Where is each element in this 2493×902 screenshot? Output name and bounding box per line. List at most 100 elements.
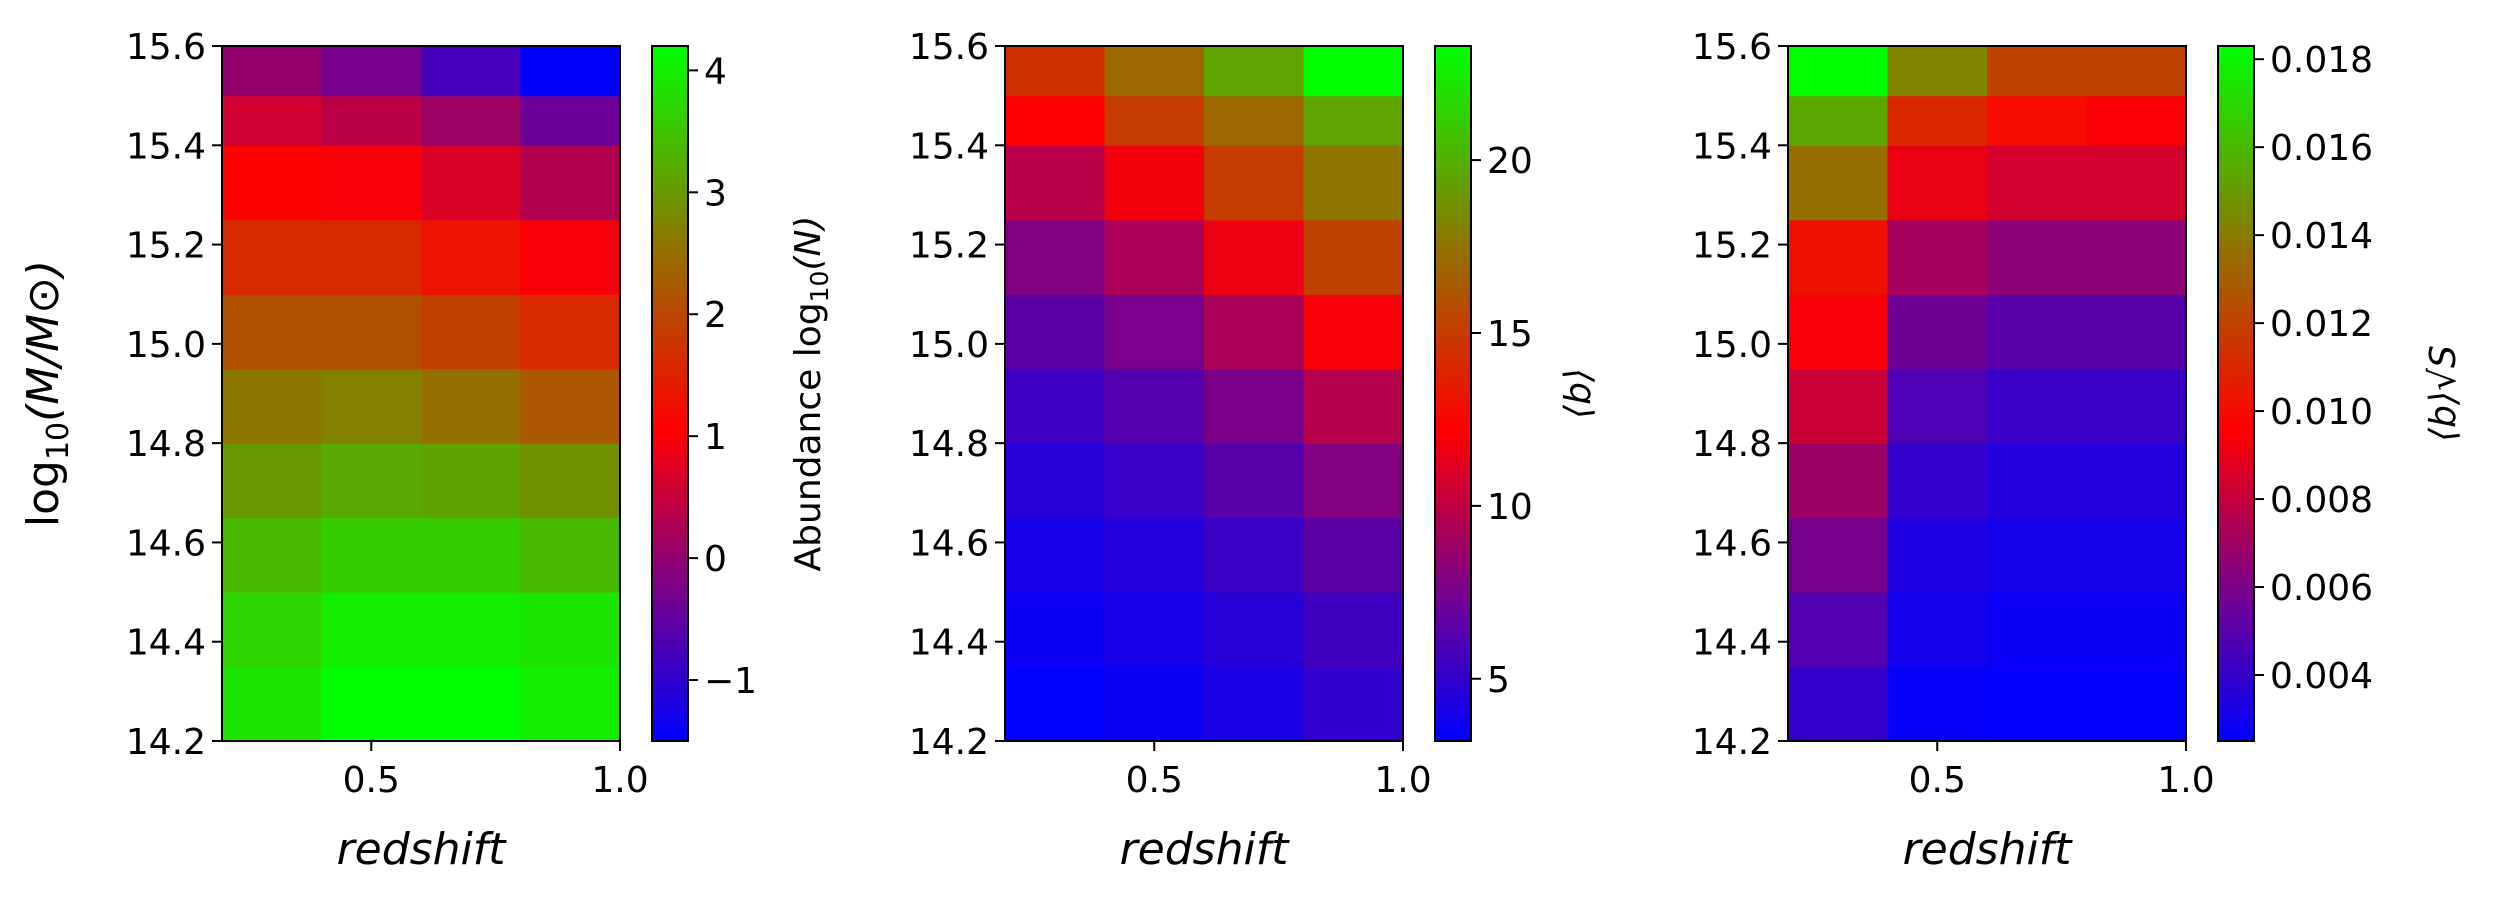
heatmap-cell <box>1104 517 1205 593</box>
heatmap-cell <box>1987 145 2088 221</box>
heatmap-cell <box>1788 219 1889 295</box>
heatmap-cell <box>321 368 422 444</box>
heatmap-cell <box>1788 294 1889 370</box>
heatmap-cell <box>2086 443 2187 519</box>
colorbar-tick-label: 2 <box>704 295 727 336</box>
heatmap-cell <box>1204 95 1305 146</box>
heatmap-cell <box>321 46 422 97</box>
heatmap-cell <box>2086 145 2187 221</box>
heatmap-cell <box>1987 95 2088 146</box>
colorbar-tick-label: 1 <box>704 417 727 458</box>
heatmap-cell <box>520 666 621 742</box>
y-tick-label: 14.8 <box>909 424 989 465</box>
heatmap-cell <box>1987 517 2088 593</box>
heatmap-cell <box>321 666 422 742</box>
heatmap-cell <box>222 46 323 97</box>
heatmap-cell <box>1005 517 1106 593</box>
heatmap-cell <box>1303 95 1404 146</box>
colorbar-tick-label: 20 <box>1487 141 1533 182</box>
heatmap-cell <box>1987 46 2088 97</box>
colorbar-tick-label: 3 <box>704 173 727 214</box>
colorbar-tick-label: 0.006 <box>2270 568 2373 609</box>
heatmap-cell <box>520 368 621 444</box>
y-tick-label: 15.2 <box>909 226 989 267</box>
heatmap-cell <box>1303 592 1404 668</box>
colorbar-label: ⟨b⟩√S <box>2423 345 2464 442</box>
y-tick-label: 15.4 <box>909 126 989 167</box>
x-tick-label: 1.0 <box>1374 760 1431 801</box>
heatmap-cell <box>321 517 422 593</box>
y-tick-label: 15.2 <box>1692 226 1772 267</box>
heatmap-cell <box>421 95 522 146</box>
heatmap-cell <box>1204 46 1305 97</box>
heatmap-cell <box>1887 46 1988 97</box>
heatmap-cell <box>1204 145 1305 221</box>
colorbar-tick-label: 0.008 <box>2270 480 2373 521</box>
x-tick-label: 0.5 <box>1126 760 1183 801</box>
heatmap-cell <box>2086 294 2187 370</box>
heatmap-cell <box>1987 219 2088 295</box>
heatmap-cell <box>1788 443 1889 519</box>
heatmap-cell <box>1303 219 1404 295</box>
heatmap-panel-3: 14.2 14.4 14.6 14.8 15.0 15.2 15.4 15.6 0.5 1.0 re… <box>1692 27 2464 875</box>
x-tick-label: 1.0 <box>591 760 648 801</box>
y-tick-label: 15.6 <box>126 27 206 68</box>
heatmap-cell <box>1104 294 1205 370</box>
heatmap-cell <box>1005 592 1106 668</box>
heatmap-cell <box>2086 666 2187 742</box>
heatmap-cell <box>1104 666 1205 742</box>
heatmap-cell <box>520 517 621 593</box>
y-tick-label: 15.6 <box>909 27 989 68</box>
heatmap-cell <box>421 219 522 295</box>
heatmap-cell <box>1204 666 1305 742</box>
heatmap-cell <box>421 517 522 593</box>
x-tick-label: 1.0 <box>2157 760 2214 801</box>
heatmap-cell <box>1303 294 1404 370</box>
heatmap-cell <box>1987 294 2088 370</box>
colorbar-tick-label: 10 <box>1487 487 1533 528</box>
heatmap-cell <box>421 46 522 97</box>
y-tick-label: 14.2 <box>1692 722 1772 763</box>
heatmap-cell <box>1887 666 1988 742</box>
colorbar-label: ⟨b⟩ <box>1558 368 1599 419</box>
heatmap-cell <box>2086 95 2187 146</box>
heatmap-cell <box>1005 666 1106 742</box>
heatmap-cell <box>1303 443 1404 519</box>
heatmap-cell <box>1788 368 1889 444</box>
y-tick-label: 15.4 <box>126 126 206 167</box>
colorbar <box>2217 45 2255 742</box>
colorbar-tick-label: 0.014 <box>2270 216 2373 257</box>
heatmap-cell <box>520 95 621 146</box>
y-tick-label: 14.8 <box>126 424 206 465</box>
heatmap-cell <box>1005 46 1106 97</box>
heatmap-cell <box>222 368 323 444</box>
heatmap-cell <box>421 145 522 221</box>
heatmap-cell <box>321 294 422 370</box>
heatmap-cell <box>1204 368 1305 444</box>
y-tick-label: 15.2 <box>126 226 206 267</box>
heatmap-cell <box>1788 145 1889 221</box>
y-axis-label: log10(M/M⊙) <box>18 260 76 527</box>
heatmap-cell <box>2086 219 2187 295</box>
heatmap-cell <box>321 592 422 668</box>
heatmap-cell <box>1204 443 1305 519</box>
colorbar-label: Abundance log10(N) <box>788 216 834 572</box>
colorbar-tick-label: 5 <box>1487 660 1510 701</box>
heatmap-cell <box>1005 219 1106 295</box>
heatmap-cell <box>222 145 323 221</box>
colorbar <box>651 45 689 742</box>
plot-frame <box>1787 45 2187 742</box>
plot-frame <box>1004 45 1404 742</box>
colorbar-tick-label: 0 <box>704 539 727 580</box>
y-tick-label: 14.4 <box>126 623 206 664</box>
colorbar-tick-label: 0.012 <box>2270 304 2373 345</box>
heatmap-cell <box>1788 517 1889 593</box>
x-tick-label: 0.5 <box>343 760 400 801</box>
y-tick-label: 14.2 <box>909 722 989 763</box>
colorbar-tick-label: 0.018 <box>2270 40 2373 81</box>
colorbar-tick-label: 4 <box>704 51 727 92</box>
heatmap-cell <box>1303 368 1404 444</box>
heatmap-cell <box>222 666 323 742</box>
heatmap-cell <box>1887 443 1988 519</box>
heatmap-cell <box>1005 368 1106 444</box>
